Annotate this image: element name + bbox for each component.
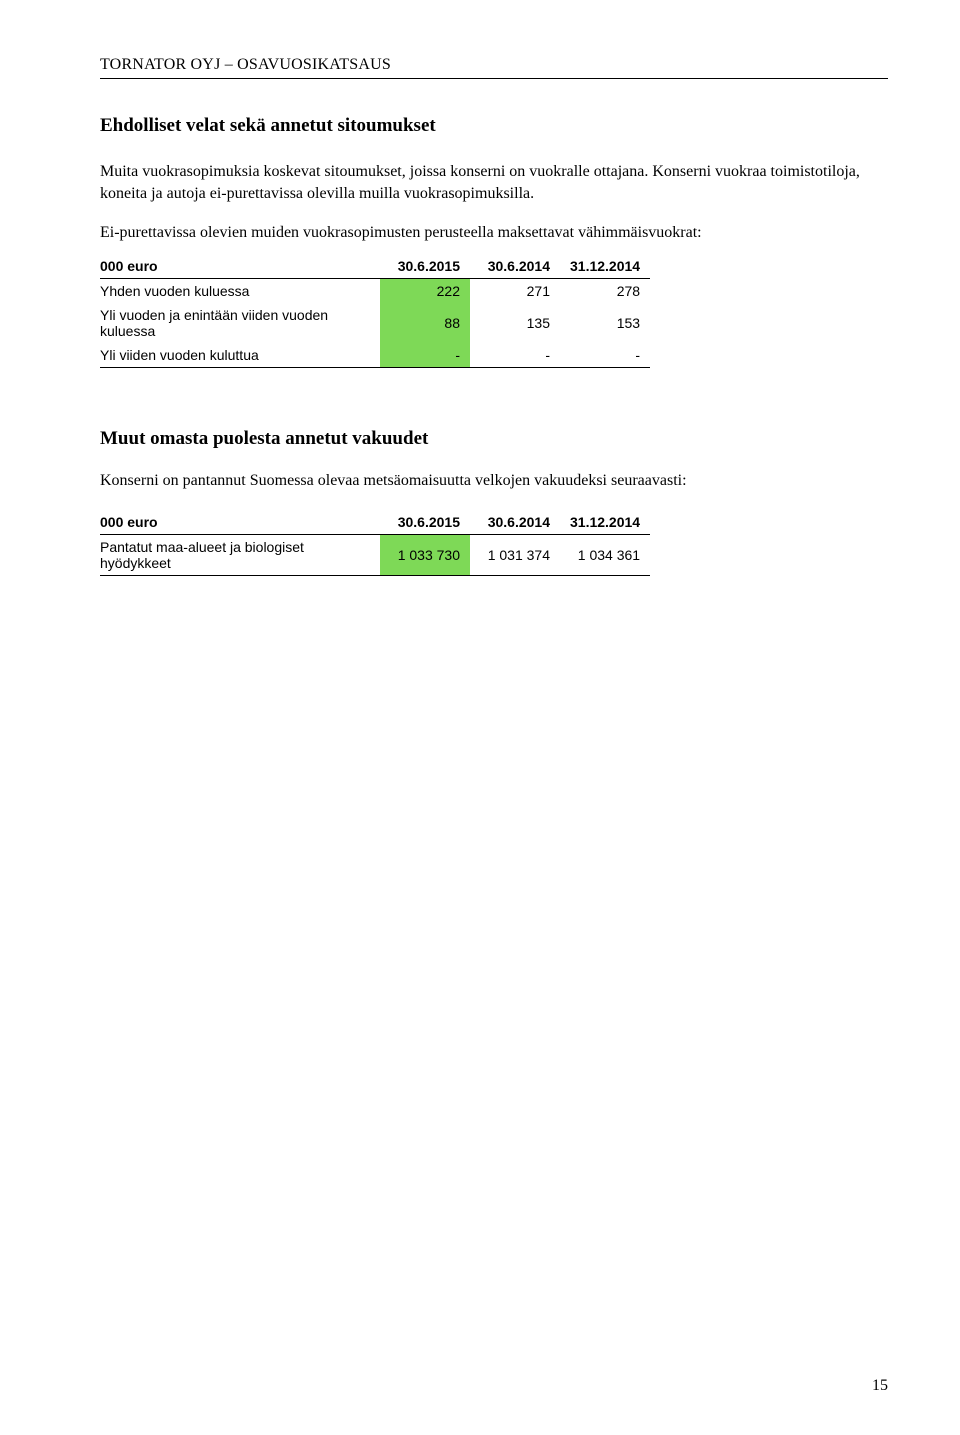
col-header: 30.6.2015 xyxy=(380,510,470,535)
col-header: 31.12.2014 xyxy=(560,254,650,279)
col-header: 30.6.2015 xyxy=(380,254,470,279)
cell-value: 88 xyxy=(380,303,470,343)
col-header: 31.12.2014 xyxy=(560,510,650,535)
table-collateral: 000 euro 30.6.2015 30.6.2014 31.12.2014 … xyxy=(100,510,650,576)
unit-label: 000 euro xyxy=(100,510,380,535)
table-row: Yhden vuoden kuluessa 222 271 278 xyxy=(100,279,650,304)
table-minimum-rents: 000 euro 30.6.2015 30.6.2014 31.12.2014 … xyxy=(100,254,650,368)
cell-value: 1 031 374 xyxy=(470,534,560,575)
unit-label: 000 euro xyxy=(100,254,380,279)
col-header: 30.6.2014 xyxy=(470,254,560,279)
table-row: Yli vuoden ja enintään viiden vuoden kul… xyxy=(100,303,650,343)
table-header-row: 000 euro 30.6.2015 30.6.2014 31.12.2014 xyxy=(100,510,650,535)
table-row: Pantatut maa-alueet ja biologiset hyödyk… xyxy=(100,534,650,575)
col-header: 30.6.2014 xyxy=(470,510,560,535)
section1-paragraph: Muita vuokrasopimuksia koskevat sitoumuk… xyxy=(100,161,888,204)
cell-value: 278 xyxy=(560,279,650,304)
page: TORNATOR OYJ – OSAVUOSIKATSAUS Ehdollise… xyxy=(0,0,960,1435)
cell-value: 222 xyxy=(380,279,470,304)
section2-paragraph: Konserni on pantannut Suomessa olevaa me… xyxy=(100,470,888,492)
row-label: Yli viiden vuoden kuluttua xyxy=(100,343,380,368)
table-row: Yli viiden vuoden kuluttua - - - xyxy=(100,343,650,368)
cell-value: 135 xyxy=(470,303,560,343)
cell-value: - xyxy=(380,343,470,368)
section1-title: Ehdolliset velat sekä annetut sitoumukse… xyxy=(100,115,888,137)
cell-value: 1 034 361 xyxy=(560,534,650,575)
row-label: Pantatut maa-alueet ja biologiset hyödyk… xyxy=(100,534,380,575)
cell-value: 271 xyxy=(470,279,560,304)
cell-value: - xyxy=(470,343,560,368)
section1-subhead: Ei-purettavissa olevien muiden vuokrasop… xyxy=(100,224,888,242)
row-label: Yli vuoden ja enintään viiden vuoden kul… xyxy=(100,303,380,343)
row-label: Yhden vuoden kuluessa xyxy=(100,279,380,304)
running-header: TORNATOR OYJ – OSAVUOSIKATSAUS xyxy=(100,56,888,79)
cell-value: 153 xyxy=(560,303,650,343)
cell-value: 1 033 730 xyxy=(380,534,470,575)
section2-title: Muut omasta puolesta annetut vakuudet xyxy=(100,428,888,450)
page-number: 15 xyxy=(872,1377,888,1395)
cell-value: - xyxy=(560,343,650,368)
table-header-row: 000 euro 30.6.2015 30.6.2014 31.12.2014 xyxy=(100,254,650,279)
